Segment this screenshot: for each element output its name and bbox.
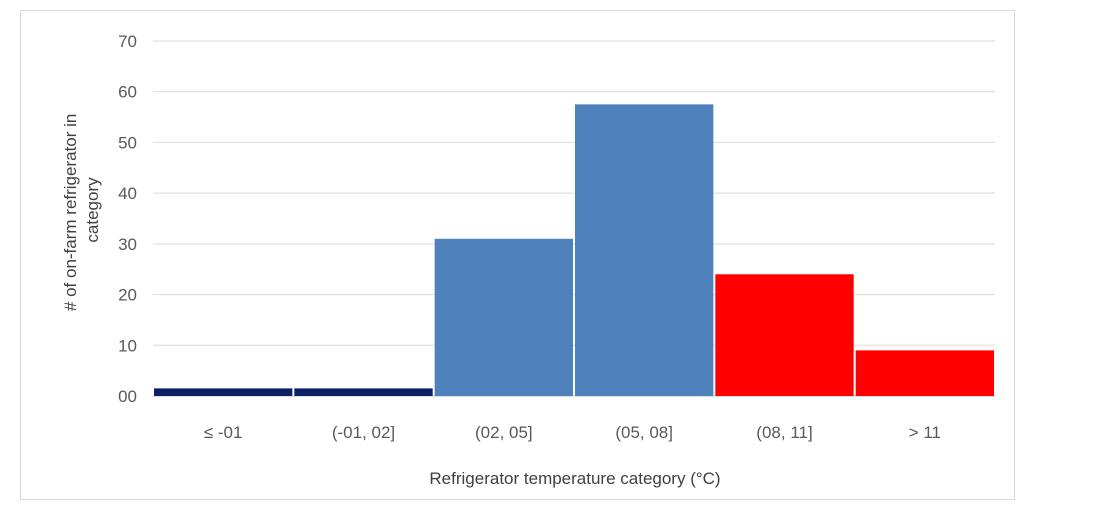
y-tick-label: 20 [118, 286, 137, 305]
x-axis-ticks: ≤ -01 (-01, 02] (02, 05] (05, 08] (08, 11] > … [204, 423, 941, 442]
bar [294, 388, 433, 396]
bar [715, 274, 854, 396]
x-tick-label: (02, 05] [475, 423, 533, 442]
x-tick-label: ≤ -01 [204, 423, 243, 442]
y-tick-label: 70 [118, 32, 137, 51]
y-axis-ticks: 00 10 20 30 40 50 60 70 [118, 32, 137, 406]
x-tick-label: (-01, 02] [332, 423, 395, 442]
bars [154, 104, 994, 397]
y-axis-title-line-1: # of on-farm refrigerator in [61, 114, 80, 311]
x-tick-label: > 11 [909, 423, 941, 442]
bar [575, 104, 714, 397]
y-tick-label: 00 [118, 387, 137, 406]
x-axis-title: Refrigerator temperature category (°C) [429, 469, 720, 488]
gridlines [153, 40, 995, 397]
y-axis-title-line-2: category [83, 177, 102, 243]
bar [855, 350, 994, 396]
y-tick-label: 10 [118, 336, 137, 355]
y-tick-label: 30 [118, 235, 137, 254]
bar [154, 388, 293, 396]
y-tick-label: 40 [118, 184, 137, 203]
y-tick-label: 50 [118, 133, 137, 152]
x-tick-label: (05, 08] [615, 423, 673, 442]
y-axis-title: # of on-farm refrigerator in category [61, 109, 102, 311]
y-tick-label: 60 [118, 83, 137, 102]
x-tick-label: (08, 11] [756, 423, 812, 442]
bar [434, 238, 573, 396]
